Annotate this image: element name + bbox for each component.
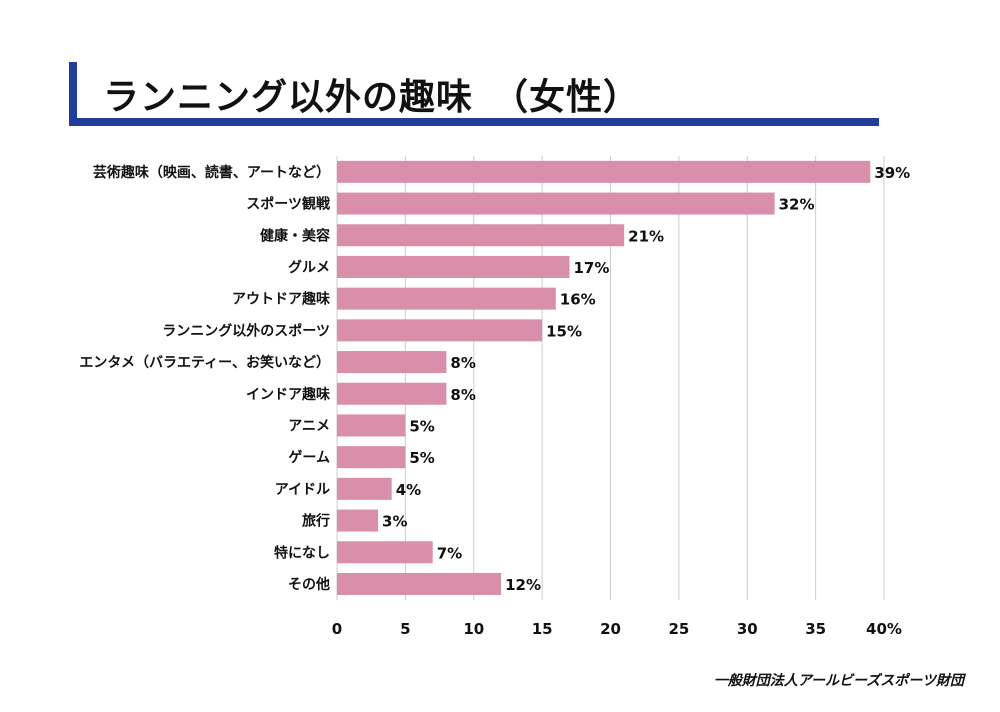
value-label: 8%: [450, 354, 475, 372]
category-label: 健康・美容: [260, 227, 330, 244]
bar: [337, 541, 433, 564]
category-label: アイドル: [275, 482, 330, 498]
value-label: 16%: [560, 291, 596, 309]
bar: [337, 414, 406, 437]
title-underline: [69, 118, 879, 126]
category-label: ランニング以外のスポーツ: [162, 322, 330, 339]
bar: [337, 351, 447, 374]
bar: [337, 287, 556, 310]
x-tick-label: 0: [332, 620, 342, 638]
category-label: その他: [288, 576, 330, 593]
x-tick-label: 35: [805, 620, 826, 638]
value-label: 3%: [382, 513, 407, 531]
value-label: 32%: [779, 196, 815, 214]
value-label: 21%: [628, 227, 664, 245]
category-label: 旅行: [302, 513, 330, 530]
value-label: 7%: [437, 544, 462, 562]
value-label: 15%: [546, 322, 582, 340]
bar: [337, 477, 392, 500]
category-label: ゲーム: [288, 449, 330, 466]
bar: [337, 446, 406, 469]
x-tick-label: 40%: [866, 620, 902, 638]
x-tick-label: 10: [463, 620, 484, 638]
bar: [337, 224, 625, 247]
value-label: 12%: [505, 576, 541, 594]
bar: [337, 382, 447, 405]
category-label: スポーツ観戦: [246, 196, 331, 213]
category-label: 特になし: [274, 544, 330, 561]
chart-title: ランニング以外の趣味 （女性）: [103, 77, 641, 118]
organization-credit: 一般財団法人アールビーズスポーツ財団: [713, 673, 964, 689]
category-label: エンタメ（バラエティー、お笑いなど）: [79, 354, 330, 371]
value-label: 5%: [409, 417, 434, 435]
value-label: 4%: [396, 481, 421, 499]
value-label: 8%: [450, 386, 475, 404]
bar: [337, 160, 871, 183]
category-label: アニメ: [288, 418, 330, 434]
x-tick-label: 20: [600, 620, 621, 638]
x-tick-label: 5: [400, 620, 410, 638]
category-label: グルメ: [288, 259, 330, 276]
value-label: 5%: [409, 449, 434, 467]
bar: [337, 572, 502, 595]
bar: [337, 319, 543, 342]
title-accent-bar: [69, 62, 77, 126]
value-label: 39%: [874, 164, 910, 182]
x-tick-label: 25: [668, 620, 689, 638]
category-label: インドア趣味: [246, 386, 330, 403]
value-label: 17%: [573, 259, 609, 277]
bar: [337, 192, 775, 215]
bar: [337, 509, 379, 532]
bar: [337, 255, 570, 278]
x-tick-label: 15: [532, 620, 553, 638]
title-block: ランニング以外の趣味 （女性）: [69, 62, 879, 126]
category-label: アウトドア趣味: [232, 291, 330, 308]
x-tick-label: 30: [737, 620, 758, 638]
category-label: 芸術趣味（映画、読書、アートなど）: [93, 164, 330, 181]
